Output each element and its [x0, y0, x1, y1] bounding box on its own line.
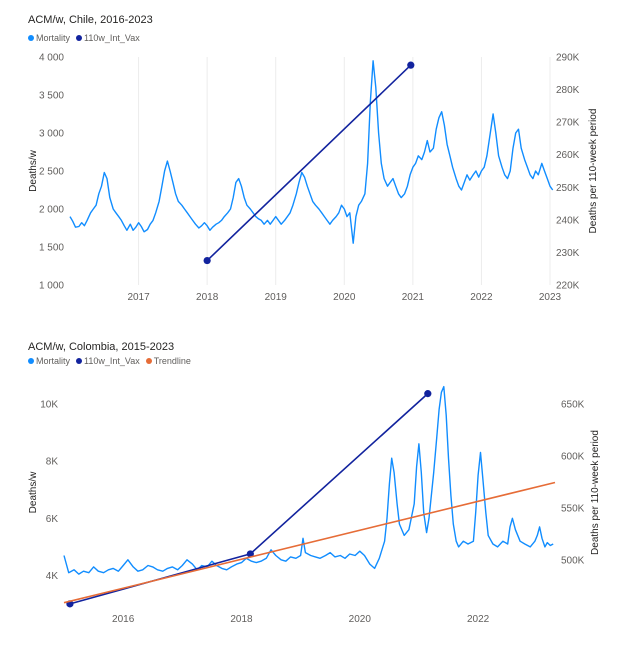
y2-tick-label-600k: 600K [561, 452, 585, 463]
y2-tick-label-260k: 260K [556, 150, 580, 161]
y-tick-label-2-500: 2 500 [39, 167, 64, 178]
y-tick-label-4k: 4K [46, 571, 59, 582]
y-tick-label-4-000: 4 000 [39, 53, 64, 64]
y-tick-label-3-000: 3 000 [39, 129, 64, 140]
y-tick-label-1-500: 1 500 [39, 243, 64, 254]
x-tick-label-2016: 2016 [112, 614, 135, 625]
y2-tick-label-550k: 550K [561, 504, 585, 515]
legend-item-110w-int-vax[interactable]: 110w_Int_Vax [76, 33, 140, 43]
series-line-mortality [69, 60, 554, 244]
y-tick-label-6k: 6K [46, 514, 59, 525]
legend-label: Trendline [153, 356, 191, 366]
x-tick-label-2020: 2020 [333, 292, 356, 303]
y-tick-label-1-000: 1 000 [39, 281, 64, 292]
y-tick-label-10k: 10K [40, 399, 58, 410]
x-tick-label-2022: 2022 [470, 292, 493, 303]
series-point-110w-int-vax-2 [424, 390, 432, 398]
chart-title: ACM/w, Chile, 2016-2023 [28, 14, 153, 26]
chart-plot-colombia: 2016 2018 2020 2022 4K 6K 8K 10K 500K 550K 600K 650… [28, 385, 601, 625]
legend-dot-mortality [28, 35, 34, 41]
x-tick-label-2017: 2017 [127, 292, 150, 303]
x-tick-label-2018: 2018 [196, 292, 219, 303]
y2-tick-label-240k: 240K [556, 215, 580, 226]
legend: Mortality 110w_Int_Vax Trendline [28, 356, 191, 366]
y2-tick-label-250k: 250K [556, 183, 580, 194]
legend-item-mortality[interactable]: Mortality [28, 33, 70, 43]
y2-tick-label-650k: 650K [561, 400, 585, 411]
legend-dot-110w-int-vax [76, 35, 83, 41]
x-tick-label-2018: 2018 [230, 614, 253, 625]
y2-tick-label-500k: 500K [561, 556, 585, 567]
legend-label: Mortality [36, 356, 71, 366]
x-tick-label-2023: 2023 [539, 292, 562, 303]
y2-axis-label: Deaths per 110-week period [588, 109, 599, 234]
legend-label: Mortality [36, 33, 71, 43]
y2-tick-label-290k: 290K [556, 53, 580, 64]
series-point-110w-int-vax-1 [246, 550, 254, 558]
y-tick-label-3-500: 3 500 [39, 91, 64, 102]
y2-tick-label-230k: 230K [556, 248, 580, 259]
legend-dot-mortality [28, 358, 34, 364]
y-axis-label: Deaths/w [28, 149, 39, 191]
legend-item-110w-int-vax[interactable]: 110w_Int_Vax [76, 356, 140, 366]
x-tick-label-2022: 2022 [467, 614, 490, 625]
y-tick-label-8k: 8K [46, 457, 59, 468]
chart-chile: ACM/w, Chile, 2016-2023 Mortality 110w_I… [0, 0, 627, 320]
legend-dot-110w-int-vax [76, 358, 83, 364]
legend-label: 110w_Int_Vax [84, 356, 140, 366]
y-tick-label-2-000: 2 000 [39, 205, 64, 216]
y2-tick-label-270k: 270K [556, 118, 580, 129]
x-tick-label-2021: 2021 [402, 292, 425, 303]
y2-tick-label-220k: 220K [556, 281, 580, 292]
chart-plot-chile: 2017 2018 2019 2020 2021 2022 2023 1 000 1 500 2 … [28, 53, 599, 304]
series-line-110w-int-vax [206, 64, 412, 262]
legend-dot-trendline [145, 358, 152, 364]
series-line-trendline [63, 481, 556, 604]
x-tick-label-2020: 2020 [349, 614, 372, 625]
series-line-mortality [63, 385, 554, 575]
y-axis-label: Deaths/w [28, 471, 39, 513]
series-point-110w-int-vax-1 [407, 61, 415, 69]
legend-label: 110w_Int_Vax [84, 33, 140, 43]
series-point-110w-int-vax-0 [203, 256, 211, 265]
chart-colombia: ACM/w, Colombia, 2015-2023 Mortality 110… [0, 328, 627, 648]
legend-item-trendline[interactable]: Trendline [145, 356, 191, 366]
x-tick-label-2019: 2019 [265, 292, 288, 303]
chart-title: ACM/w, Colombia, 2015-2023 [28, 341, 175, 353]
legend: Mortality 110w_Int_Vax [28, 33, 140, 43]
y2-axis-label: Deaths per 110-week period [590, 430, 601, 555]
series-line-110w-int-vax [69, 393, 429, 605]
legend-item-mortality[interactable]: Mortality [28, 356, 70, 366]
y2-tick-label-280k: 280K [556, 85, 580, 96]
